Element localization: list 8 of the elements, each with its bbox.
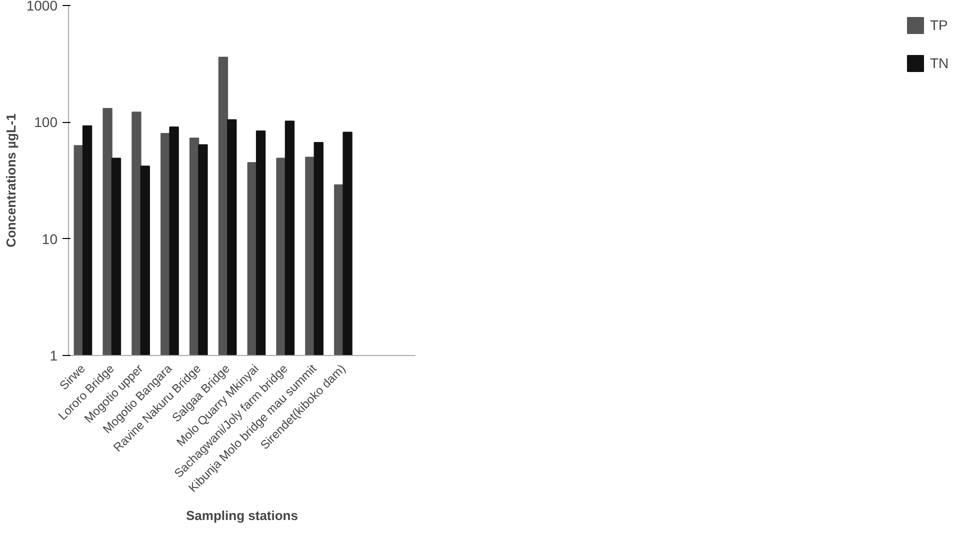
- y-tick-label: 1: [50, 348, 58, 364]
- legend-label: TP: [930, 17, 949, 33]
- y-tick-label: 1000: [26, 0, 58, 14]
- y-tick-label: 10: [42, 230, 58, 247]
- y-tick-label: 100: [34, 114, 58, 130]
- y-axis-title: Concentrations µgL-1: [3, 114, 18, 248]
- legend-label: TN: [930, 55, 950, 71]
- x-axis-title: Sampling stations: [186, 508, 298, 523]
